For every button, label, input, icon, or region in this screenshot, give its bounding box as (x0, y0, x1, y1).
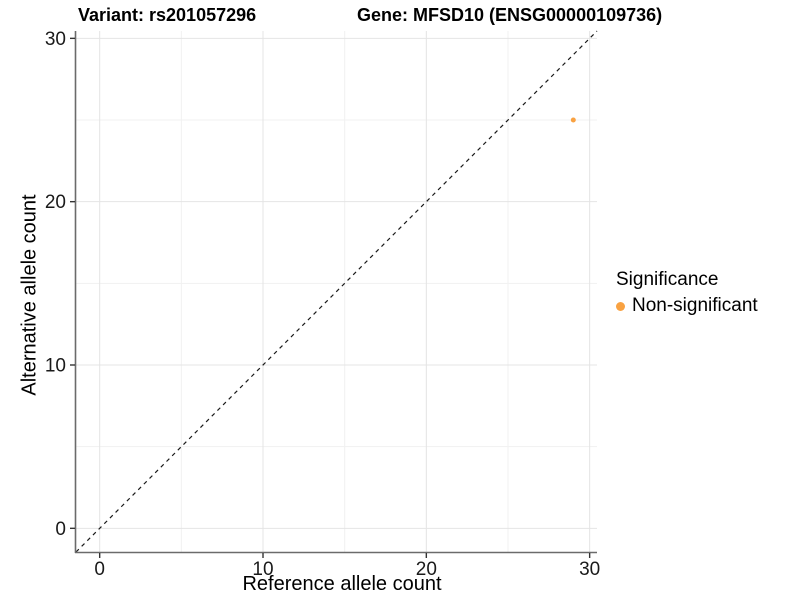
legend: Significance Non-significant (616, 269, 758, 317)
gene-title: Gene: MFSD10 (ENSG00000109736) (357, 5, 663, 25)
y-tick-label: 30 (45, 29, 66, 50)
x-axis-title: Reference allele count (242, 573, 442, 595)
non-significant-dot-icon (616, 301, 625, 311)
legend-title: Significance (616, 269, 719, 290)
legend-item-label: Non-significant (632, 295, 758, 316)
variant-title: Variant: rs201057296 (78, 5, 257, 25)
identity-reference-line (75, 30, 598, 553)
legend-item-non-significant: Non-significant (616, 295, 758, 317)
y-tick-label: 20 (45, 192, 66, 213)
data-point (570, 117, 576, 123)
y-tick-label: 0 (55, 519, 66, 540)
x-tick-label: 0 (94, 559, 105, 580)
y-tick-label: 10 (45, 355, 66, 376)
x-tick-label: 10 (252, 559, 273, 580)
y-axis-title: Alternative allele count (18, 194, 41, 396)
x-tick-label: 20 (416, 559, 437, 580)
x-tick-label: 30 (579, 559, 600, 580)
